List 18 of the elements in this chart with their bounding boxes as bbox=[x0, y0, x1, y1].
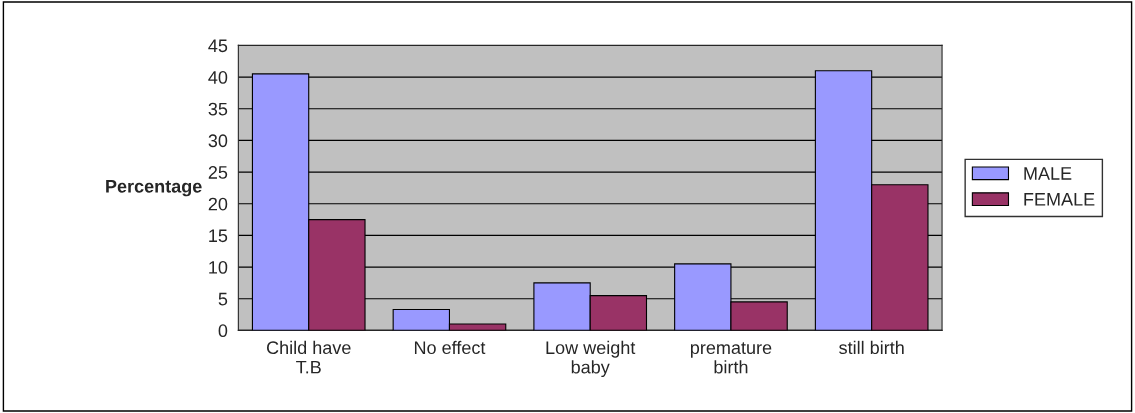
y-tick-label: 20 bbox=[208, 197, 228, 211]
y-tick-label: 45 bbox=[208, 39, 228, 53]
x-tick-label: Child have T.B bbox=[266, 340, 351, 374]
y-tick-label: 10 bbox=[209, 261, 228, 274]
y-axis-title: Percentage bbox=[106, 180, 202, 197]
legend-label: MALE bbox=[1024, 167, 1072, 180]
y-tick-label: 5 bbox=[218, 292, 228, 306]
y-tick-label: 40 bbox=[208, 71, 228, 84]
y-tick-label: 25 bbox=[208, 166, 228, 179]
x-tick-label: Low weight baby bbox=[546, 340, 636, 378]
y-tick-label: 0 bbox=[218, 324, 228, 338]
x-tick-label: still birth bbox=[839, 340, 904, 355]
y-tick-label: 30 bbox=[208, 134, 228, 148]
y-tick-label: 15 bbox=[209, 229, 228, 243]
x-tick-label: No effect bbox=[414, 340, 486, 355]
x-tick-label: premature birth bbox=[690, 342, 772, 374]
legend-label: FEMALE bbox=[1024, 193, 1095, 206]
y-tick-label: 35 bbox=[208, 102, 228, 116]
